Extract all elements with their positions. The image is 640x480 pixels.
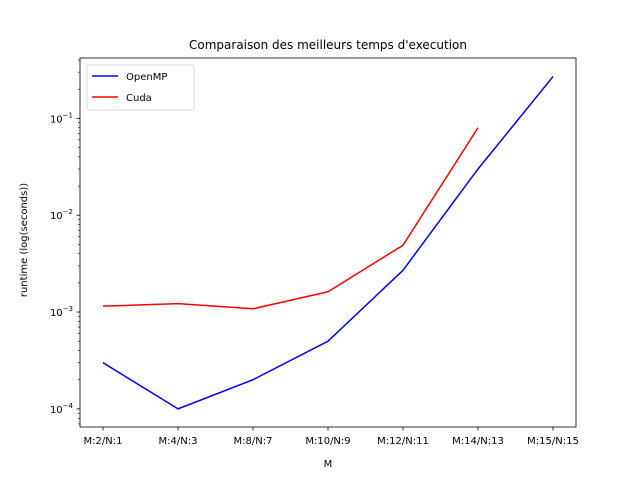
- legend-label: Cuda: [126, 93, 152, 104]
- plot-frame: [79, 57, 577, 428]
- x-tick-label: M:8/N:7: [234, 436, 273, 447]
- legend-label: OpenMP: [126, 72, 167, 83]
- x-tick-label: M:14/N:13: [452, 436, 504, 447]
- x-tick-label: M:10/N:9: [305, 436, 350, 447]
- x-axis-label: M: [324, 459, 333, 470]
- x-tick-label: M:15/N:15: [527, 436, 579, 447]
- y-tick-label: 10−1: [50, 111, 73, 125]
- y-axis-label: runtime (log(seconds)): [19, 183, 30, 297]
- y-tick-label: 10−3: [50, 305, 73, 319]
- y-tick-label: 10−4: [50, 402, 74, 416]
- series-line-cuda: [102, 127, 479, 310]
- series-line-openmp: [102, 76, 554, 410]
- x-tick-label: M:4/N:3: [159, 436, 198, 447]
- chart-title: Comparaison des meilleurs temps d'execut…: [189, 38, 467, 52]
- x-tick-label: M:12/N:11: [377, 436, 429, 447]
- x-tick-label: M:2/N:1: [84, 436, 123, 447]
- y-tick-label: 10−2: [50, 208, 73, 222]
